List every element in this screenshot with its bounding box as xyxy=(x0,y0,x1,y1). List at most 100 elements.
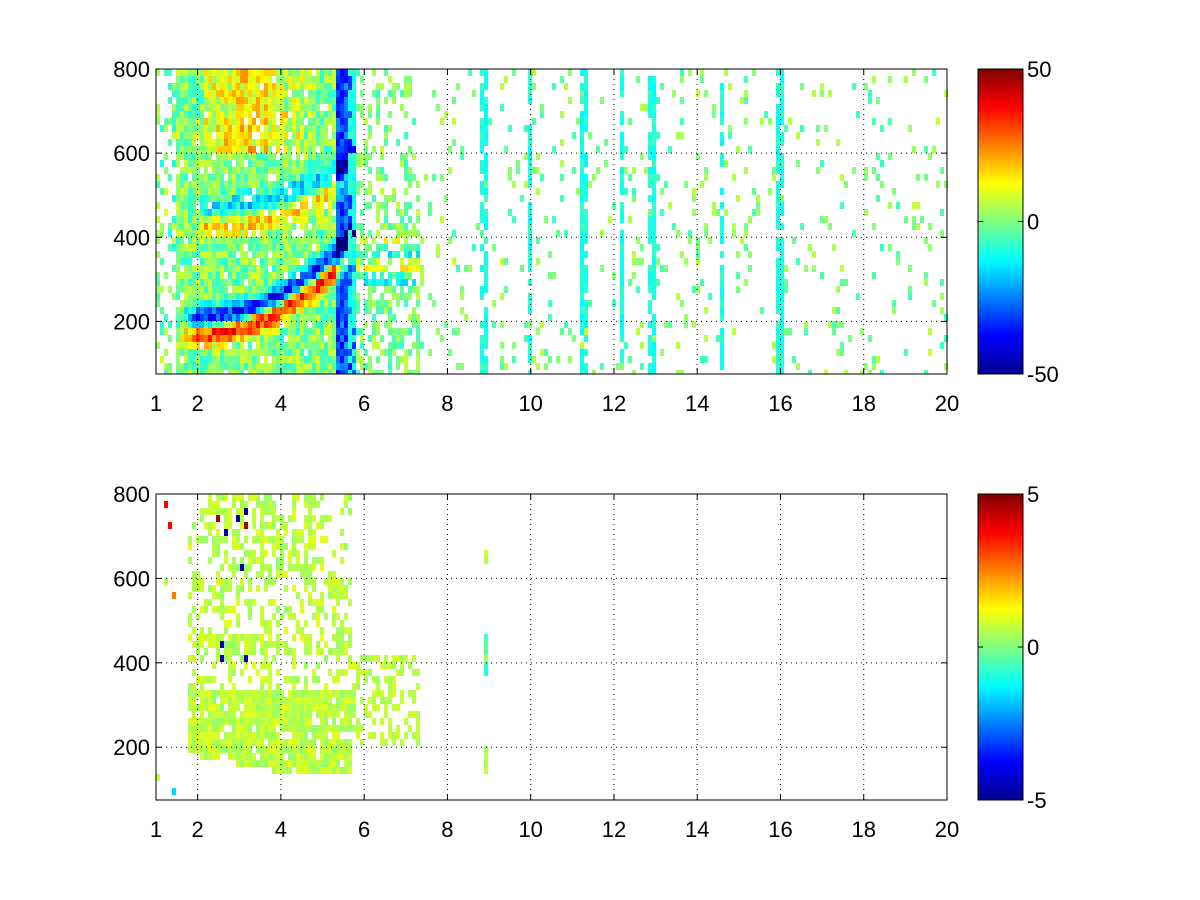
bottom-grid xyxy=(156,494,947,800)
heatmap-cell xyxy=(200,146,204,153)
heatmap-cell xyxy=(308,634,312,641)
heatmap-cell xyxy=(288,69,292,76)
heatmap-cell xyxy=(400,328,404,335)
heatmap-cell xyxy=(696,237,700,244)
heatmap-cell xyxy=(344,209,348,216)
heatmap-cell xyxy=(268,76,272,83)
heatmap-cell xyxy=(776,342,780,349)
heatmap-cell xyxy=(408,662,412,669)
heatmap-cell xyxy=(640,363,644,370)
heatmap-cell xyxy=(304,494,308,501)
heatmap-cell xyxy=(720,223,724,230)
heatmap-cell xyxy=(188,592,192,599)
heatmap-cell xyxy=(680,370,684,374)
heatmap-cell xyxy=(268,111,272,118)
heatmap-cell xyxy=(652,167,656,174)
heatmap-cell xyxy=(236,585,240,592)
heatmap-cell xyxy=(196,272,200,279)
heatmap-cell xyxy=(384,125,388,132)
heatmap-cell xyxy=(184,223,188,230)
heatmap-cell xyxy=(200,209,204,216)
heatmap-cell xyxy=(288,258,292,265)
heatmap-cell xyxy=(288,279,292,286)
heatmap-cell xyxy=(296,167,300,174)
heatmap-cell xyxy=(292,111,296,118)
heatmap-cell xyxy=(332,328,336,335)
heatmap-cell xyxy=(396,655,400,662)
heatmap-cell xyxy=(320,69,324,76)
heatmap-cell xyxy=(336,132,340,139)
heatmap-cell xyxy=(276,265,280,272)
heatmap-cell xyxy=(584,216,588,223)
heatmap-cell xyxy=(180,132,184,139)
heatmap-cell xyxy=(412,342,416,349)
heatmap-cell xyxy=(320,202,324,209)
heatmap-cell xyxy=(416,356,420,363)
heatmap-cell xyxy=(220,578,224,585)
heatmap-cell xyxy=(328,307,332,314)
heatmap-cell xyxy=(352,335,356,342)
heatmap-cell xyxy=(220,494,224,501)
heatmap-cell xyxy=(272,522,276,529)
heatmap-cell xyxy=(652,174,656,181)
heatmap-cell xyxy=(744,118,748,125)
heatmap-cell xyxy=(272,167,276,174)
heatmap-cell xyxy=(296,690,300,697)
heatmap-cell xyxy=(276,356,280,363)
heatmap-cell xyxy=(276,188,280,195)
heatmap-cell xyxy=(164,209,168,216)
heatmap-cell xyxy=(328,265,332,272)
heatmap-cell xyxy=(300,174,304,181)
heatmap-cell xyxy=(316,704,320,711)
heatmap-cell xyxy=(192,655,196,662)
heatmap-cell xyxy=(404,718,408,725)
heatmap-cell xyxy=(736,146,740,153)
heatmap-cell xyxy=(232,753,236,760)
heatmap-cell xyxy=(188,83,192,90)
heatmap-cell xyxy=(500,293,504,300)
heatmap-cell xyxy=(236,342,240,349)
heatmap-cell xyxy=(320,111,324,118)
heatmap-cell xyxy=(164,153,168,160)
heatmap-cell xyxy=(684,321,688,328)
heatmap-cell xyxy=(272,655,276,662)
heatmap-cell xyxy=(328,237,332,244)
heatmap-cell xyxy=(252,69,256,76)
heatmap-cell xyxy=(244,223,248,230)
heatmap-cell xyxy=(252,739,256,746)
heatmap-cell xyxy=(220,139,224,146)
heatmap-cell xyxy=(776,223,780,230)
heatmap-cell xyxy=(268,676,272,683)
heatmap-cell xyxy=(308,571,312,578)
heatmap-cell xyxy=(252,662,256,669)
heatmap-cell xyxy=(336,265,340,272)
heatmap-cell xyxy=(204,342,208,349)
heatmap-cell xyxy=(272,508,276,515)
heatmap-cell xyxy=(632,258,636,265)
heatmap-cell xyxy=(400,90,404,97)
heatmap-cell xyxy=(336,237,340,244)
heatmap-cell xyxy=(180,76,184,83)
heatmap-cell xyxy=(336,139,340,146)
heatmap-cell xyxy=(248,550,252,557)
heatmap-cell xyxy=(212,76,216,83)
heatmap-cell xyxy=(264,244,268,251)
heatmap-cell xyxy=(744,76,748,83)
heatmap-cell xyxy=(536,167,540,174)
heatmap-cell xyxy=(328,760,332,767)
heatmap-cell xyxy=(236,718,240,725)
heatmap-cell xyxy=(288,139,292,146)
heatmap-cell xyxy=(312,167,316,174)
heatmap-cell xyxy=(908,125,912,132)
heatmap-cell xyxy=(260,76,264,83)
heatmap-cell xyxy=(240,202,244,209)
heatmap-cell xyxy=(328,767,332,774)
heatmap-cell xyxy=(176,118,180,125)
heatmap-cell xyxy=(216,181,220,188)
heatmap-cell xyxy=(352,251,356,258)
heatmap-cell xyxy=(312,132,316,139)
heatmap-cell xyxy=(276,251,280,258)
heatmap-cell xyxy=(196,648,200,655)
heatmap-cell xyxy=(340,202,344,209)
heatmap-cell xyxy=(200,90,204,97)
